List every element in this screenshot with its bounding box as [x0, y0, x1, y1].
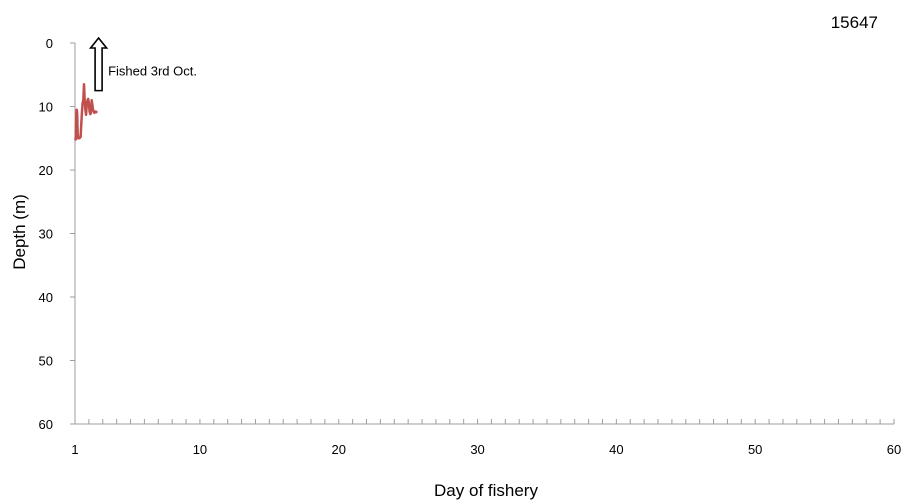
x-axis: 1 10 20 30 40 50 60 — [71, 419, 901, 457]
x-tick-label: 50 — [748, 442, 762, 457]
y-tick-label: 20 — [39, 163, 53, 178]
x-tick-label: 20 — [332, 442, 346, 457]
y-tick-label: 30 — [39, 227, 53, 242]
y-tick-label: 0 — [46, 36, 53, 51]
annotation: Fished 3rd Oct. — [88, 36, 197, 92]
depth-series-line — [73, 83, 99, 141]
series-layer — [73, 83, 99, 141]
y-tick-label: 60 — [39, 417, 53, 432]
y-tick-label: 50 — [39, 354, 53, 369]
tag-id-label: 15647 — [831, 13, 878, 32]
x-axis-title: Day of fishery — [434, 481, 538, 500]
x-tick-label: 10 — [193, 442, 207, 457]
y-tick-label: 10 — [39, 100, 53, 115]
x-tick-label: 30 — [470, 442, 484, 457]
x-tick-label: 40 — [609, 442, 623, 457]
x-tick-label: 60 — [887, 442, 901, 457]
annotation-label: Fished 3rd Oct. — [108, 64, 197, 79]
y-tick-label: 40 — [39, 290, 53, 305]
x-tick-label: 1 — [71, 442, 78, 457]
y-axis-title: Depth (m) — [10, 194, 29, 270]
y-axis: 0 10 20 30 40 50 60 — [39, 36, 76, 432]
up-arrow-icon — [88, 36, 109, 92]
